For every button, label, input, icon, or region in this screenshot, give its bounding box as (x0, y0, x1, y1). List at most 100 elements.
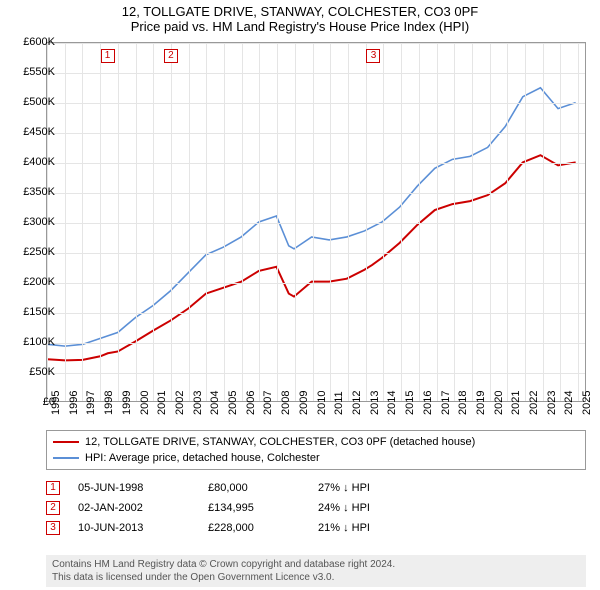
gridline-h (47, 133, 585, 134)
chart-container: 12, TOLLGATE DRIVE, STANWAY, COLCHESTER,… (0, 0, 600, 590)
title-area: 12, TOLLGATE DRIVE, STANWAY, COLCHESTER,… (0, 0, 600, 36)
gridline-h (47, 193, 585, 194)
transaction-pct: 24% ↓ HPI (318, 502, 438, 514)
x-axis-label: 2023 (546, 391, 558, 415)
x-axis-label: 2005 (227, 391, 239, 415)
transaction-date: 05-JUN-1998 (78, 482, 208, 494)
gridline-v (206, 43, 207, 401)
gridline-h (47, 223, 585, 224)
gridline-v (100, 43, 101, 401)
x-axis-label: 2022 (528, 391, 540, 415)
chart-plot-area: 1 2 3 (46, 42, 586, 402)
gridline-v (507, 43, 508, 401)
gridline-v (189, 43, 190, 401)
x-axis-label: 2007 (262, 391, 274, 415)
x-axis-label: 2004 (209, 391, 221, 415)
y-axis-label: £300K (5, 216, 55, 228)
x-axis-label: 2006 (245, 391, 257, 415)
transaction-pct: 21% ↓ HPI (318, 522, 438, 534)
y-axis-label: £500K (5, 96, 55, 108)
y-axis-label: £50K (5, 366, 55, 378)
x-axis-label: 2009 (298, 391, 310, 415)
gridline-h (47, 373, 585, 374)
gridline-h (47, 313, 585, 314)
legend-row: HPI: Average price, detached house, Colc… (53, 450, 579, 466)
x-axis-label: 2003 (192, 391, 204, 415)
title-address: 12, TOLLGATE DRIVE, STANWAY, COLCHESTER,… (0, 4, 600, 19)
y-axis-label: £100K (5, 336, 55, 348)
gridline-v (242, 43, 243, 401)
transactions-area: 105-JUN-1998£80,00027% ↓ HPI202-JAN-2002… (46, 475, 586, 541)
x-axis-label: 2024 (563, 391, 575, 415)
gridline-v (295, 43, 296, 401)
gridline-v (437, 43, 438, 401)
x-axis-label: 2021 (510, 391, 522, 415)
x-axis-label: 2015 (404, 391, 416, 415)
gridline-v (277, 43, 278, 401)
gridline-h (47, 103, 585, 104)
legend-box: 12, TOLLGATE DRIVE, STANWAY, COLCHESTER,… (46, 430, 586, 470)
x-axis-label: 2001 (156, 391, 168, 415)
gridline-v (366, 43, 367, 401)
x-axis-label: 1995 (50, 391, 62, 415)
transaction-price: £80,000 (208, 482, 318, 494)
title-subtitle: Price paid vs. HM Land Registry's House … (0, 19, 600, 34)
gridline-v (543, 43, 544, 401)
transaction-marker: 1 (46, 481, 60, 495)
x-axis-label: 2012 (351, 391, 363, 415)
transaction-row: 310-JUN-2013£228,00021% ↓ HPI (46, 521, 586, 535)
x-axis-label: 2011 (333, 391, 345, 415)
gridline-h (47, 43, 585, 44)
x-axis-label: 2018 (457, 391, 469, 415)
y-axis-label: £200K (5, 276, 55, 288)
x-axis-label: 1997 (85, 391, 97, 415)
gridline-v (383, 43, 384, 401)
y-axis-label: £600K (5, 36, 55, 48)
gridline-h (47, 343, 585, 344)
y-axis-label: £0 (5, 396, 55, 408)
gridline-h (47, 73, 585, 74)
footer-line2: This data is licensed under the Open Gov… (52, 571, 580, 584)
gridline-h (47, 283, 585, 284)
x-axis-label: 2010 (316, 391, 328, 415)
x-axis-label: 2008 (280, 391, 292, 415)
chart-marker-2: 2 (164, 49, 178, 63)
chart-marker-3: 3 (366, 49, 380, 63)
x-axis-label: 2000 (139, 391, 151, 415)
series-line-price_paid (48, 155, 576, 360)
transaction-price: £228,000 (208, 522, 318, 534)
legend-swatch (53, 457, 79, 459)
gridline-v (419, 43, 420, 401)
gridline-v (82, 43, 83, 401)
x-axis-label: 1999 (121, 391, 133, 415)
gridline-v (525, 43, 526, 401)
legend-label: 12, TOLLGATE DRIVE, STANWAY, COLCHESTER,… (85, 434, 475, 450)
gridline-v (259, 43, 260, 401)
transaction-row: 202-JAN-2002£134,99524% ↓ HPI (46, 501, 586, 515)
y-axis-label: £150K (5, 306, 55, 318)
gridline-v (171, 43, 172, 401)
gridline-v (136, 43, 137, 401)
x-axis-label: 2002 (174, 391, 186, 415)
gridline-h (47, 163, 585, 164)
y-axis-label: £550K (5, 66, 55, 78)
gridline-v (224, 43, 225, 401)
x-axis-label: 2019 (475, 391, 487, 415)
series-line-hpi (48, 88, 576, 346)
y-axis-label: £400K (5, 156, 55, 168)
x-axis-label: 2020 (493, 391, 505, 415)
gridline-v (560, 43, 561, 401)
transaction-marker: 2 (46, 501, 60, 515)
chart-marker-1: 1 (101, 49, 115, 63)
transaction-date: 02-JAN-2002 (78, 502, 208, 514)
legend-row: 12, TOLLGATE DRIVE, STANWAY, COLCHESTER,… (53, 434, 579, 450)
y-axis-label: £250K (5, 246, 55, 258)
gridline-v (578, 43, 579, 401)
x-axis-label: 2017 (440, 391, 452, 415)
gridline-v (490, 43, 491, 401)
chart-svg (47, 43, 585, 401)
x-axis-label: 2025 (581, 391, 593, 415)
gridline-v (153, 43, 154, 401)
y-axis-label: £350K (5, 186, 55, 198)
gridline-v (65, 43, 66, 401)
